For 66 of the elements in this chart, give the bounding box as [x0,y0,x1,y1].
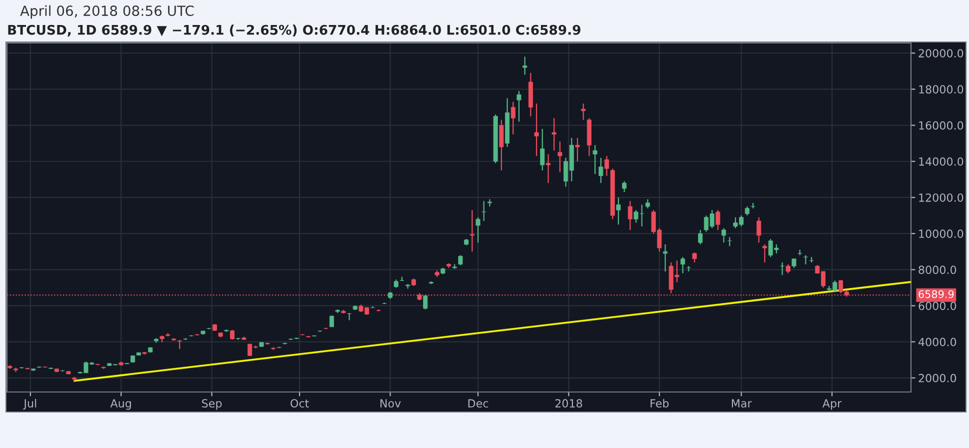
candlestick [522,56,528,76]
candlestick [722,228,726,244]
candlestick [347,312,352,321]
candlestick [680,256,686,274]
x-tick-label: Feb [650,398,669,408]
y-tick-label: 4000.0 [918,338,956,346]
candlestick [270,346,276,351]
candlestick [230,330,235,340]
candlestick [540,128,545,171]
candlestick [487,198,492,208]
candlestick [698,229,703,245]
candlestick [716,210,720,231]
candlestick [592,144,598,175]
y-tick-label: 8000.0 [918,266,956,274]
candlestick [792,258,796,268]
candlestick [423,294,428,310]
x-tick-label: Apr [822,399,842,410]
y-tick-label: 6000.0 [918,302,956,310]
candlestick [558,140,562,173]
candlestick [604,155,609,176]
y-tick-label: 18000.0 [919,85,964,94]
candlestick [645,198,650,209]
chart-title: BTCUSD, 1D 6589.9 ▼ −179.1 (−2.65%) O:6770.4 H:6864.0 L:6501.0 C:6589.9 [8,24,580,37]
x-tick-label: Aug [110,399,131,410]
candlestick [546,154,550,184]
candlestick [510,101,516,135]
candlestick [616,196,621,226]
candlestick [177,339,182,350]
candlestick [727,236,732,247]
y-tick-label: 20000.0 [918,49,964,58]
candlestick [622,180,627,193]
candlestick [628,200,632,231]
x-tick-label: Dec [468,399,488,408]
y-tick-label: 2000.0 [918,374,956,382]
candlestick [662,244,668,272]
y-tick-label: 16000.0 [919,121,964,130]
x-tick-label: Jul [23,398,36,410]
x-tick-label: 2018 [555,399,582,408]
text: April 06, 2018 08:56 UTC [20,5,194,19]
x-tick-label: Mar [732,399,752,408]
candlestick [744,206,750,216]
candlestick [786,264,790,274]
candlestick [575,137,580,162]
candlestick [470,210,474,252]
candlestick [482,200,486,222]
candlestick [762,244,767,263]
candlestick [516,90,522,122]
candlestick [756,216,762,244]
candlestick [692,252,697,263]
y-tick-label: 12000.0 [919,193,964,202]
candlestick [803,254,808,265]
candlestick [406,284,410,290]
candlestick [458,254,463,266]
candlestick [552,118,556,152]
x-tick-label: Oct [290,399,309,408]
candlestick [780,262,785,276]
candlestick [476,216,480,244]
candlestick [534,103,539,157]
y-tick-label: 14000.0 [919,157,964,166]
candlestick [581,103,586,120]
y-tick-label: 10000.0 [919,230,964,238]
candlestick [499,119,504,171]
x-tick-label: Sep [202,399,222,410]
x-tick-label: Nov [380,399,401,408]
candlestick [598,157,604,184]
ref-line-label: 6589.9 [918,290,954,298]
